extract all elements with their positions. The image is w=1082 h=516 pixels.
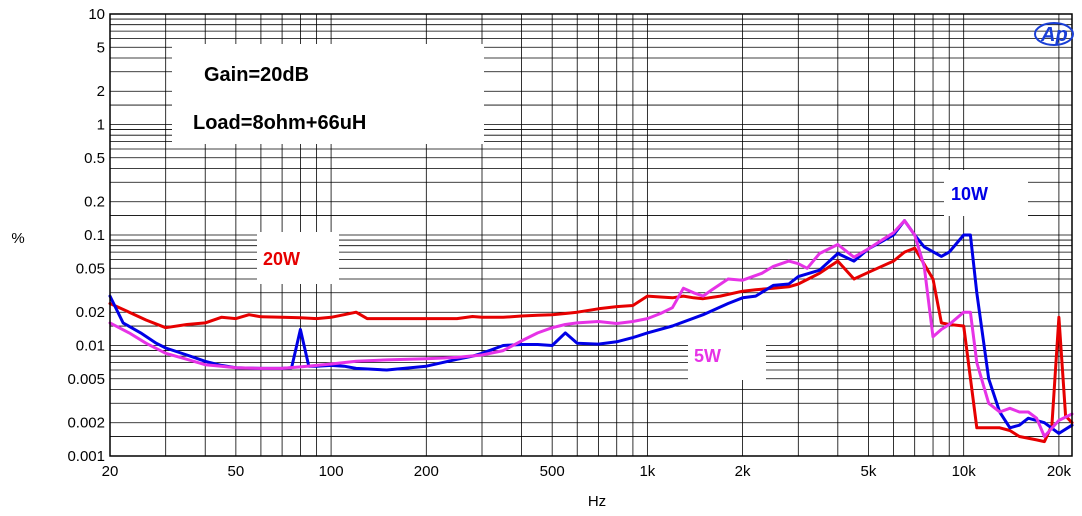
x-tick-label: 20 [102, 463, 119, 480]
x-tick-label: 20k [1047, 463, 1072, 480]
y-tick-label: 5 [97, 39, 105, 56]
y-tick-label: 0.005 [67, 371, 105, 388]
plot-frame [109, 13, 1073, 457]
annotation-gain: Gain=20dB [204, 64, 309, 86]
x-tick-label: 500 [540, 463, 565, 480]
series-label-box [944, 170, 1028, 216]
x-axis-label: Hz [588, 493, 606, 510]
x-tick-labels: 20 50 100 200 500 1k 2k 5k 10k 20k [102, 463, 1072, 480]
x-tick-label: 200 [414, 463, 439, 480]
annotation-box [172, 44, 484, 144]
series-label-boxes [257, 170, 1028, 380]
y-tick-labels: 0.001 0.002 0.005 0.01 0.02 0.05 0.1 0.2 0.5 1 2 5 1… [67, 6, 105, 465]
x-tick-label: 50 [228, 463, 245, 480]
x-tick-label: 5k [861, 463, 877, 480]
y-tick-label: 10 [88, 6, 105, 23]
series-labels: 20W 10W 5W [263, 184, 988, 366]
annotation-load: Load=8ohm+66uH [193, 112, 366, 134]
x-tick-label: 1k [639, 463, 655, 480]
ap-logo: Ap [1034, 22, 1074, 46]
y-tick-label: 0.02 [76, 304, 105, 321]
series-label-box [257, 232, 339, 284]
y-tick-label: 0.001 [67, 448, 105, 465]
series-lines [108, 219, 1074, 444]
annotation-boxes [172, 44, 484, 144]
x-tick-label: 2k [735, 463, 751, 480]
x-tick-label: 10k [952, 463, 977, 480]
y-tick-label: 0.002 [67, 415, 105, 432]
series-label-10w: 10W [951, 184, 988, 204]
x-tick-label: 100 [319, 463, 344, 480]
series-line-20w [108, 246, 1074, 444]
series-label-20w: 20W [263, 249, 300, 269]
y-tick-label: 0.01 [76, 338, 105, 355]
y-tick-label: 1 [97, 117, 105, 134]
ap-logo-text: Ap [1040, 24, 1068, 46]
y-tick-label: 0.1 [84, 227, 105, 244]
y-tick-label: 0.5 [84, 150, 105, 167]
ap-logo-ring [1034, 22, 1074, 46]
y-tick-label: 0.2 [84, 194, 105, 211]
series-line-5w [108, 219, 1074, 438]
y-tick-label: 2 [97, 83, 105, 100]
y-axis-label: % [11, 230, 24, 247]
series-label-box [688, 330, 766, 380]
y-tick-label: 0.05 [76, 260, 105, 277]
series-label-5w: 5W [694, 346, 721, 366]
